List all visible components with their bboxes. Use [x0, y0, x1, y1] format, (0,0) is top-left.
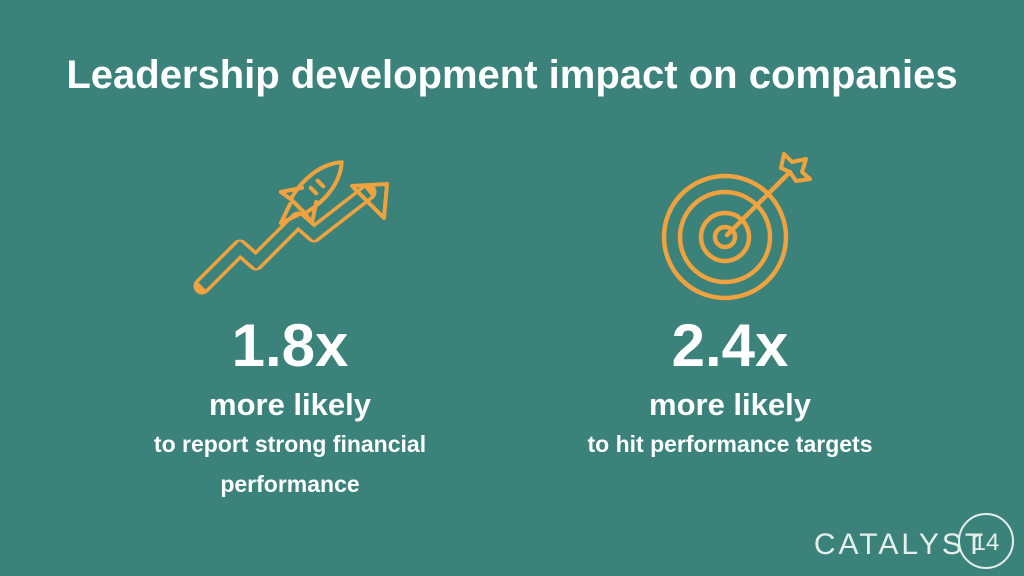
stat-headline: more likely: [209, 387, 372, 422]
logo-number: 14: [973, 529, 1000, 556]
stat-figure: 1.8x: [232, 312, 349, 379]
target-icon: [661, 152, 812, 301]
stat-description: to hit performance targets: [588, 431, 873, 457]
stat-description: to report strong financial: [154, 431, 426, 457]
stat-headline: more likely: [649, 387, 812, 422]
logo-circle: [958, 513, 1014, 569]
title: Leadership development impact on compani…: [66, 53, 957, 97]
stat-description: performance: [220, 471, 359, 497]
logo-name: CATALYST: [814, 528, 986, 561]
growth-icon: [193, 160, 389, 295]
stat-figure: 2.4x: [672, 312, 789, 379]
